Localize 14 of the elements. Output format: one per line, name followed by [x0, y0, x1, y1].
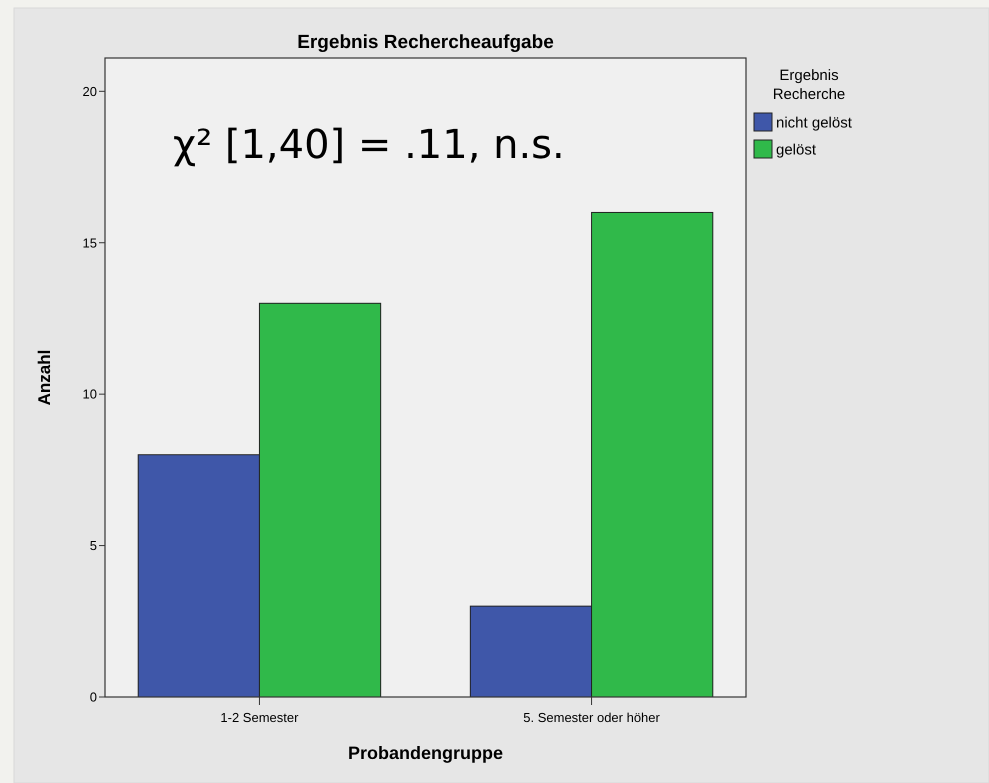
y-tick-label: 0 [90, 690, 97, 705]
y-axis-title: Anzahl [35, 350, 54, 406]
x-axis-title: Probandengruppe [348, 743, 504, 763]
annotation: χ² [1,40] = .11, n.s. [173, 122, 565, 168]
y-tick-label: 5 [90, 538, 97, 554]
legend-title: Ergebnis Recherche [772, 67, 846, 103]
y-tick-label: 20 [82, 84, 97, 99]
chart-title: Ergebnis Rechercheaufgabe [297, 32, 554, 53]
legend-label: nicht gelöst [776, 114, 853, 132]
x-tick-label: 1-2 Semester [220, 710, 300, 725]
x-tick-label: 5. Semester oder höher [523, 710, 661, 725]
y-tick-label: 15 [82, 235, 97, 250]
legend-label: gelöst [776, 141, 817, 158]
y-tick-label: 10 [82, 386, 97, 402]
